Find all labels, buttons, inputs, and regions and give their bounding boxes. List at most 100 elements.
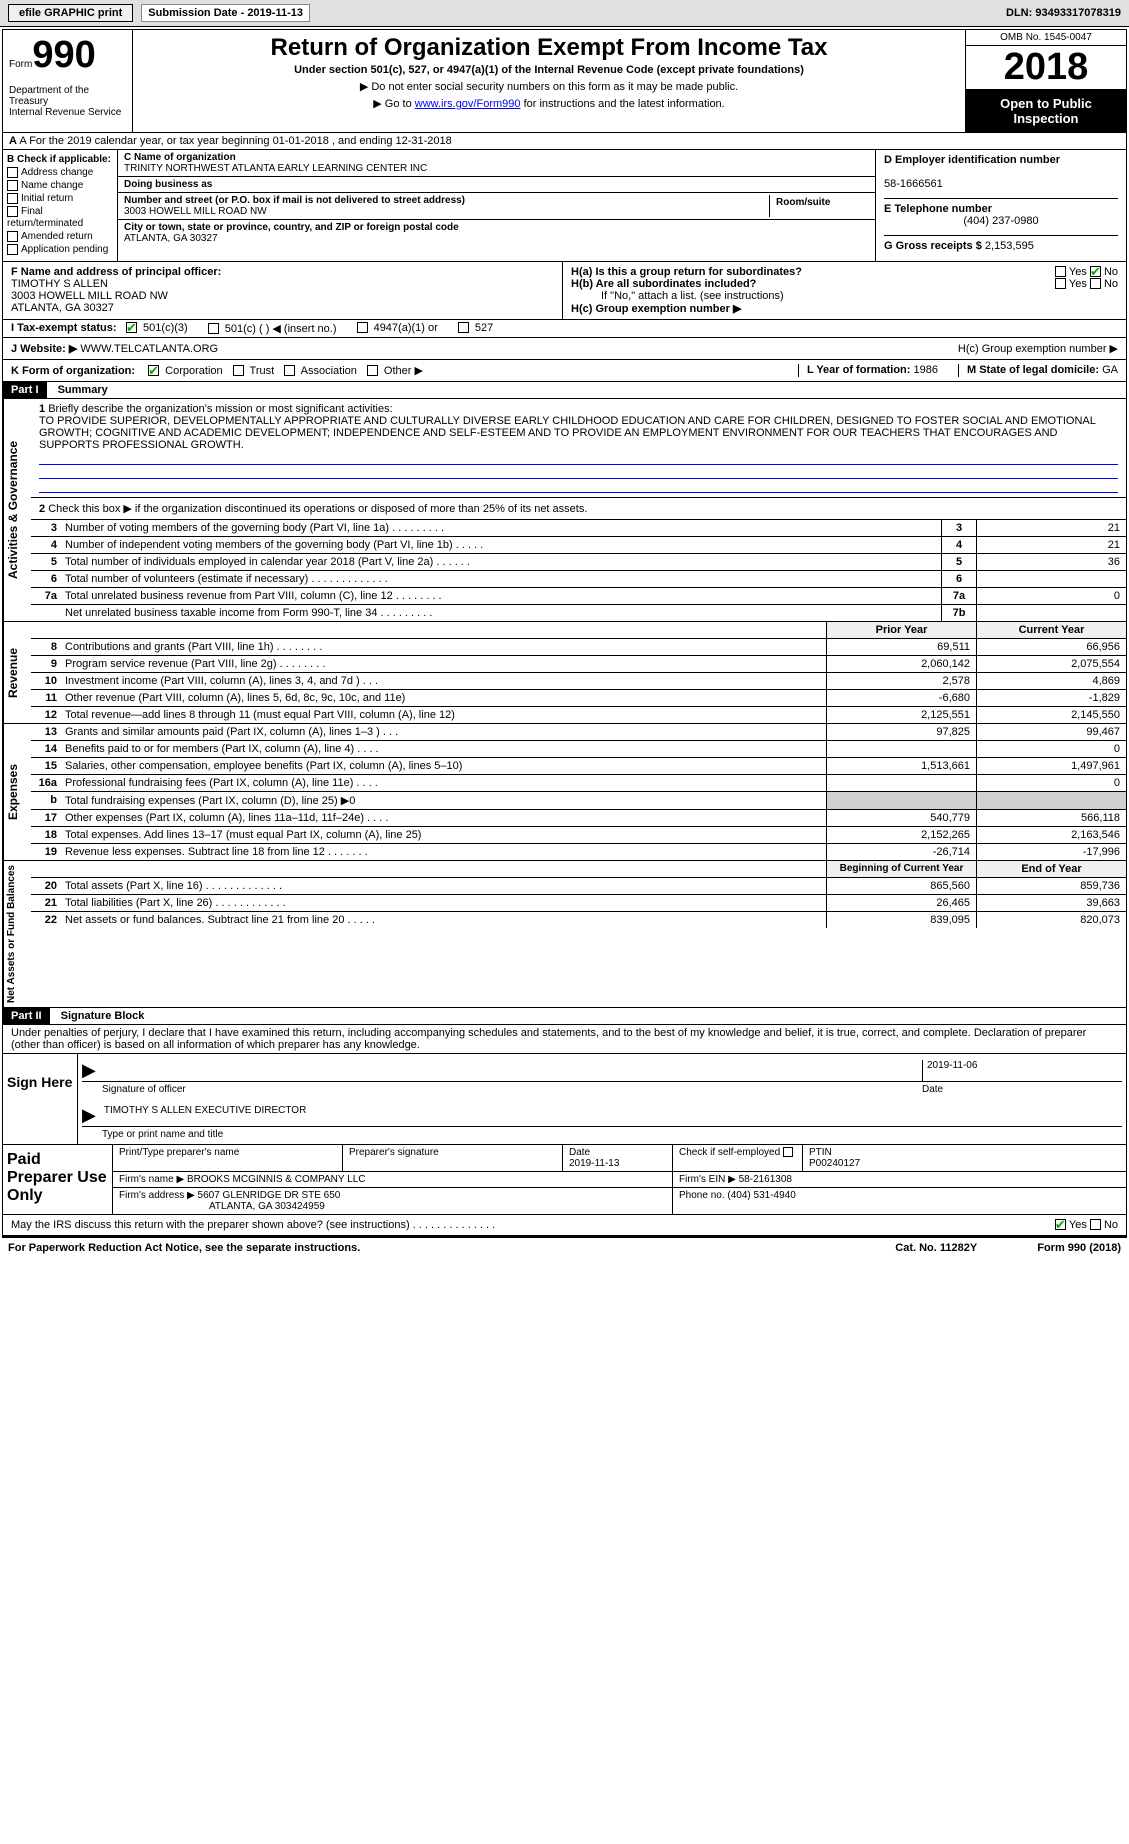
org-form-1[interactable] — [233, 365, 244, 376]
discuss-yes[interactable] — [1055, 1219, 1066, 1230]
chk-address-change[interactable] — [7, 167, 18, 178]
yes-lbl: Yes — [1069, 1219, 1087, 1231]
dln: DLN: 93493317078319 — [1006, 7, 1121, 19]
irs-link[interactable]: www.irs.gov/Form990 — [415, 98, 521, 110]
box-d: D Employer identification number 58-16665… — [876, 150, 1126, 261]
box-h: H(a) Is this a group return for subordin… — [563, 262, 1126, 319]
city-lbl: City or town, state or province, country… — [124, 222, 459, 233]
chk-name-change[interactable] — [7, 180, 18, 191]
hc-repeat: H(c) Group exemption number ▶ — [958, 342, 1118, 355]
footer-mid: Cat. No. 11282Y — [895, 1242, 977, 1254]
submission-date: Submission Date - 2019-11-13 — [141, 4, 310, 22]
officer-lbl: Type or print name and title — [82, 1129, 1122, 1140]
goto-post: for instructions and the latest informat… — [521, 98, 725, 110]
header-center: Return of Organization Exempt From Incom… — [133, 30, 966, 132]
hdr-current: Current Year — [976, 622, 1126, 638]
hb-yes[interactable] — [1055, 278, 1066, 289]
open-to-public: Open to Public Inspection — [966, 90, 1126, 132]
caret-icon: ▶ — [82, 1060, 104, 1081]
part2-badge: Part II — [3, 1008, 50, 1024]
telephone: (404) 237-0980 — [884, 215, 1118, 227]
footer: For Paperwork Reduction Act Notice, see … — [0, 1240, 1129, 1256]
firm-ein: 58-2161308 — [739, 1174, 792, 1185]
side-expenses: Expenses — [3, 724, 31, 860]
ha-yes[interactable] — [1055, 266, 1066, 277]
form-title: Return of Organization Exempt From Incom… — [143, 34, 955, 62]
sig-lbl: Signature of officer — [102, 1084, 922, 1095]
prep-date-top: Date — [569, 1147, 590, 1158]
officer-addr1: 3003 HOWELL MILL ROAD NW — [11, 290, 168, 302]
box-f: F Name and address of principal officer:… — [3, 262, 563, 319]
mission-text: TO PROVIDE SUPERIOR, DEVELOPMENTALLY APP… — [39, 415, 1095, 451]
form-subtitle: Under section 501(c), 527, or 4947(a)(1)… — [143, 64, 955, 76]
chk-amended-return[interactable] — [7, 231, 18, 242]
org-address: 3003 HOWELL MILL ROAD NW — [124, 206, 267, 217]
self-employed-chk[interactable] — [783, 1147, 793, 1157]
dept-treasury: Department of the Treasury Internal Reve… — [9, 85, 126, 118]
part2-header: Part II Signature Block — [3, 1008, 1126, 1025]
ein: 58-1666561 — [884, 178, 943, 190]
goto-line: ▶ Go to www.irs.gov/Form990 for instruct… — [143, 97, 955, 110]
chk-final-return/terminated[interactable] — [7, 206, 18, 217]
org-form-0[interactable] — [148, 365, 159, 376]
firm-phone: (404) 531-4940 — [727, 1190, 795, 1201]
tax-status-3[interactable] — [458, 322, 469, 333]
line-1: 1 Briefly describe the organization's mi… — [31, 399, 1126, 498]
row-k: K Form of organization: Corporation Trus… — [3, 360, 1126, 382]
side-governance: Activities & Governance — [3, 399, 31, 621]
firm-name-lbl: Firm's name ▶ — [119, 1174, 184, 1185]
part2-title: Signature Block — [53, 1010, 145, 1022]
org-city: ATLANTA, GA 30327 — [124, 233, 218, 244]
line-2: 2 Check this box ▶ if the organization d… — [31, 498, 1126, 520]
date-lbl: Date — [922, 1084, 1122, 1095]
chk-initial-return[interactable] — [7, 193, 18, 204]
header-left: Form990 Department of the Treasury Inter… — [3, 30, 133, 132]
caret-icon-2: ▶ — [82, 1105, 104, 1126]
hb-no[interactable] — [1090, 278, 1101, 289]
firm-name: BROOKS MCGINNIS & COMPANY LLC — [187, 1174, 366, 1185]
part1-badge: Part I — [3, 382, 47, 398]
omb-number: OMB No. 1545-0047 — [966, 30, 1126, 46]
tax-status-2[interactable] — [357, 322, 368, 333]
prep-date: 2019-11-13 — [569, 1158, 619, 1169]
discuss-text: May the IRS discuss this return with the… — [11, 1219, 1055, 1231]
officer-sig: TIMOTHY S ALLEN EXECUTIVE DIRECTOR — [104, 1105, 306, 1126]
part1-title: Summary — [50, 384, 108, 396]
f-lbl: F Name and address of principal officer: — [11, 266, 221, 278]
row-j: J Website: ▶ WWW.TELCATLANTA.ORG H(c) Gr… — [3, 338, 1126, 360]
chk-application-pending[interactable] — [7, 244, 18, 255]
row-a-text: A For the 2019 calendar year, or tax yea… — [19, 135, 451, 147]
ssn-warning: ▶ Do not enter social security numbers o… — [143, 80, 955, 93]
form-label: Form — [9, 59, 32, 70]
sig-date: 2019-11-06 — [922, 1060, 1122, 1081]
discuss-no[interactable] — [1090, 1219, 1101, 1230]
side-net-assets: Net Assets or Fund Balances — [3, 861, 31, 1007]
prep-name-lbl: Print/Type preparer's name — [119, 1147, 239, 1158]
efile-print-btn[interactable]: efile GRAPHIC print — [8, 4, 133, 22]
form-number: 990 — [32, 34, 95, 76]
ptin: P00240127 — [809, 1158, 860, 1169]
prep-check: Check if self-employed — [679, 1147, 780, 1158]
declaration: Under penalties of perjury, I declare th… — [3, 1025, 1126, 1054]
firm-addr-lbl: Firm's address ▶ — [119, 1190, 195, 1201]
box-b: B Check if applicable: Address changeNam… — [3, 150, 118, 261]
ha-lbl: H(a) Is this a group return for subordin… — [571, 266, 802, 278]
hdr-beginning: Beginning of Current Year — [826, 861, 976, 877]
tax-status-0[interactable] — [126, 322, 137, 333]
hc-lbl: H(c) Group exemption number ▶ — [571, 303, 741, 315]
firm-addr1: 5607 GLENRIDGE DR STE 650 — [198, 1190, 341, 1201]
footer-right: Form 990 (2018) — [1037, 1242, 1121, 1254]
prep-sig-lbl: Preparer's signature — [349, 1147, 439, 1158]
org-form-2[interactable] — [284, 365, 295, 376]
ein-lbl: D Employer identification number — [884, 154, 1060, 166]
l2-text: Check this box ▶ if the organization dis… — [48, 503, 587, 515]
org-form-3[interactable] — [367, 365, 378, 376]
hb-lbl: H(b) Are all subordinates included? — [571, 278, 756, 290]
tax-status-1[interactable] — [208, 323, 219, 334]
discuss-line: May the IRS discuss this return with the… — [3, 1215, 1126, 1237]
ha-no[interactable] — [1090, 266, 1101, 277]
goto-pre: ▶ Go to — [373, 98, 414, 110]
website: WWW.TELCATLANTA.ORG — [80, 343, 218, 355]
hdr-prior: Prior Year — [826, 622, 976, 638]
c-name-lbl: C Name of organization — [124, 152, 236, 163]
